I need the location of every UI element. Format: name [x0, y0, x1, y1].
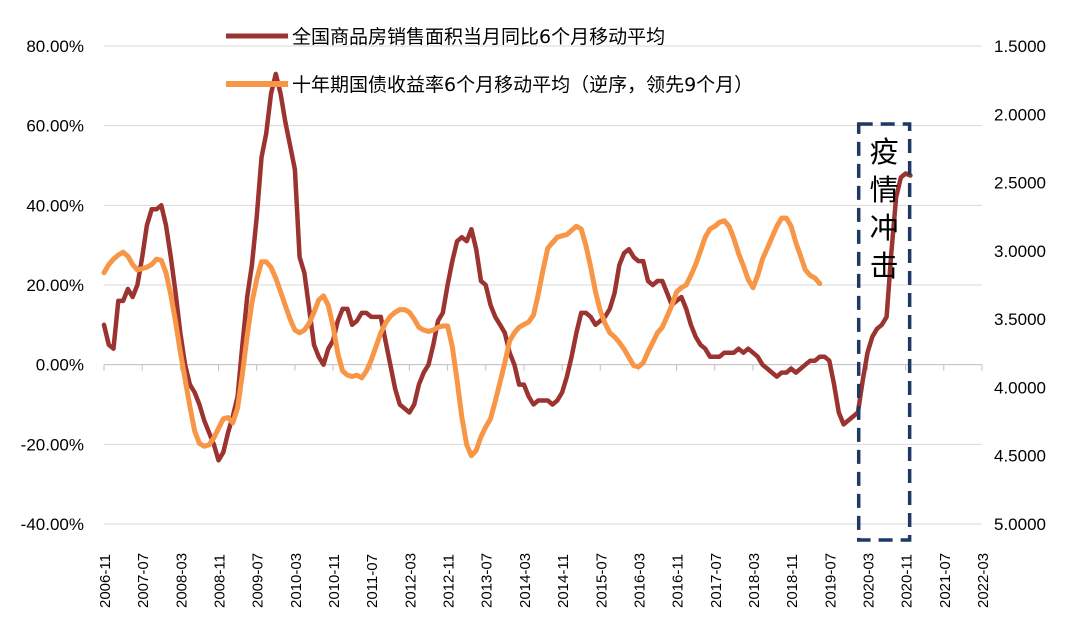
- x-axis-labels: 2006-11 2007-07 2008-03 2008-11 2009-07 2010-…: [97, 553, 992, 608]
- annotation-char: 疫: [870, 135, 899, 169]
- x-tick-label: 2006-11: [97, 554, 114, 608]
- x-tick-label: 2012-03: [402, 553, 419, 608]
- y-left-tick-label: -40.00%: [21, 515, 84, 534]
- series-layer: [101, 71, 913, 463]
- x-tick-label: 2009-07: [250, 553, 267, 608]
- y-right-tick-label: 3.0000: [994, 242, 1046, 261]
- x-tick-label: 2008-03: [173, 553, 190, 608]
- x-tick-label: 2007-07: [135, 553, 152, 608]
- y-right-tick-label: 2.5000: [994, 174, 1046, 193]
- y-right-tick-label: 5.0000: [994, 515, 1046, 534]
- y-left-tick-label: 0.00%: [36, 356, 84, 375]
- x-tick-label: 2011-07: [364, 554, 381, 608]
- x-tick-label: 2014-03: [517, 553, 534, 608]
- y-left-tick-label: 20.00%: [26, 276, 84, 295]
- x-tick-label: 2018-11: [784, 554, 801, 608]
- x-tick-label: 2012-11: [441, 554, 458, 608]
- x-tick-label: 2010-11: [326, 554, 343, 608]
- x-tick-label: 2017-07: [708, 553, 725, 608]
- x-axis-ticks: [103, 364, 983, 371]
- x-tick-label: 2015-07: [593, 553, 610, 608]
- y-right-tick-label: 4.5000: [994, 447, 1046, 466]
- series-line-1: [101, 71, 913, 463]
- y-left-tick-label: -20.00%: [21, 435, 84, 454]
- annotation-char: 击: [870, 249, 899, 283]
- y-left-tick-label: 40.00%: [26, 196, 84, 215]
- x-tick-label: 2008-11: [212, 554, 229, 608]
- x-tick-label: 2016-03: [631, 553, 648, 608]
- x-tick-label: 2022-03: [975, 553, 992, 608]
- legend-label-2: 十年期国债收益率6个月移动平均（逆序，领先9个月）: [292, 74, 753, 96]
- y-right-tick-label: 2.0000: [994, 105, 1046, 124]
- x-tick-label: 2020-03: [860, 553, 877, 608]
- y-axis-left-labels: 80.00% 60.00% 40.00% 20.00% 0.00% -20.00% -40.…: [21, 37, 84, 534]
- annotation-char: 冲: [870, 211, 899, 245]
- y-right-tick-label: 1.5000: [994, 37, 1046, 56]
- x-tick-label: 2016-11: [670, 554, 687, 608]
- gridlines: [104, 45, 982, 525]
- legend-label-1: 全国商品房销售面积当月同比6个月移动平均: [292, 26, 665, 48]
- y-left-tick-label: 80.00%: [26, 37, 84, 56]
- x-tick-label: 2019-07: [822, 553, 839, 608]
- y-axis-right-labels: 1.5000 2.0000 2.5000 3.0000 3.5000 4.0000 4.50…: [994, 37, 1046, 534]
- x-tick-label: 2021-07: [937, 553, 954, 608]
- y-left-tick-label: 60.00%: [26, 117, 84, 136]
- x-tick-label: 2018-03: [746, 553, 763, 608]
- x-tick-label: 2020-11: [899, 554, 916, 608]
- x-tick-label: 2010-03: [288, 553, 305, 608]
- annotation-char: 情: [870, 173, 899, 207]
- x-tick-label: 2014-11: [555, 554, 572, 608]
- y-right-tick-label: 4.0000: [994, 378, 1046, 397]
- annotation-rect: [856, 122, 912, 542]
- series-line-2: [101, 215, 823, 459]
- y-right-tick-label: 3.5000: [994, 310, 1046, 329]
- legend: 全国商品房销售面积当月同比6个月移动平均十年期国债收益率6个月移动平均（逆序，领…: [226, 26, 753, 96]
- x-tick-label: 2013-07: [479, 553, 496, 608]
